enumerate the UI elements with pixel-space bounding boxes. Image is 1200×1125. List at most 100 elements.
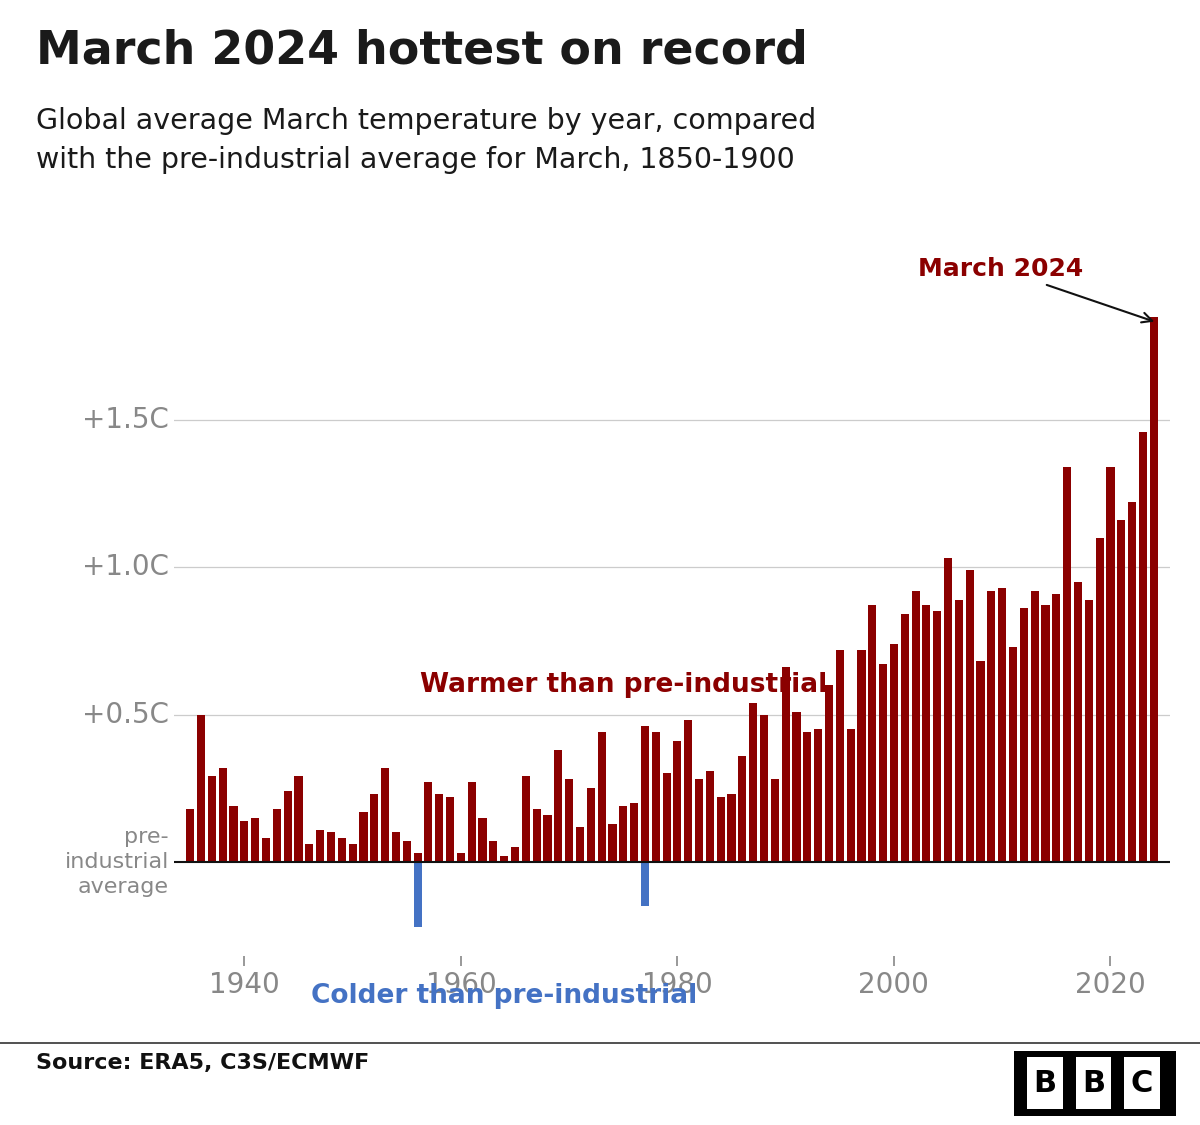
Bar (716, 798, 725, 862)
Bar (1052, 594, 1061, 862)
Text: March 2024 hottest on record: March 2024 hottest on record (36, 28, 808, 73)
Bar (457, 853, 464, 862)
Bar (186, 809, 194, 862)
Bar (966, 570, 973, 862)
Text: pre-
industrial
average: pre- industrial average (65, 827, 169, 897)
Text: +1.0C: +1.0C (82, 554, 169, 582)
Bar (262, 838, 270, 862)
Bar (305, 844, 313, 862)
Bar (673, 741, 682, 862)
Bar (1031, 591, 1039, 862)
Bar (814, 729, 822, 862)
Bar (869, 605, 876, 862)
Bar (880, 665, 887, 862)
Bar (923, 605, 930, 862)
Bar (846, 729, 854, 862)
Bar (1139, 432, 1147, 862)
Bar (641, 862, 649, 906)
Bar (208, 776, 216, 862)
Bar (490, 842, 498, 862)
Text: +0.5C: +0.5C (82, 701, 169, 729)
Bar (1150, 316, 1158, 862)
Bar (608, 824, 617, 862)
Bar (425, 782, 432, 862)
Bar (294, 776, 302, 862)
Bar (760, 714, 768, 862)
Bar (392, 832, 400, 862)
Bar (554, 750, 563, 862)
Bar (1042, 605, 1050, 862)
Bar (436, 794, 443, 862)
Text: B: B (1082, 1069, 1105, 1098)
Bar (944, 558, 952, 862)
Bar (641, 727, 649, 862)
Bar (511, 847, 520, 862)
Bar (955, 600, 962, 862)
Text: Global average March temperature by year, compared
with the pre-industrial avera: Global average March temperature by year… (36, 107, 816, 174)
Text: C: C (1130, 1069, 1153, 1098)
Bar (240, 820, 248, 862)
Bar (988, 591, 996, 862)
FancyBboxPatch shape (1124, 1058, 1159, 1109)
Bar (857, 650, 865, 862)
Bar (414, 862, 421, 927)
Bar (1074, 582, 1082, 862)
Bar (229, 806, 238, 862)
Bar (934, 611, 941, 862)
Bar (824, 685, 833, 862)
Bar (662, 774, 671, 862)
Bar (1085, 600, 1093, 862)
Bar (619, 806, 628, 862)
Bar (1106, 467, 1115, 862)
Bar (890, 644, 898, 862)
Bar (522, 776, 530, 862)
Bar (1128, 503, 1136, 862)
Bar (544, 814, 552, 862)
Bar (403, 842, 410, 862)
Bar (576, 827, 584, 862)
Bar (587, 789, 595, 862)
FancyBboxPatch shape (1027, 1058, 1063, 1109)
Bar (598, 732, 606, 862)
Text: Colder than pre-industrial: Colder than pre-industrial (311, 982, 697, 1009)
Bar (479, 818, 487, 862)
Bar (446, 798, 454, 862)
Bar (684, 720, 692, 862)
Bar (359, 812, 367, 862)
Bar (218, 767, 227, 862)
Bar (803, 732, 811, 862)
Bar (770, 780, 779, 862)
Bar (326, 832, 335, 862)
Bar (197, 714, 205, 862)
FancyBboxPatch shape (1075, 1058, 1111, 1109)
Bar (348, 844, 356, 862)
Bar (1063, 467, 1072, 862)
Bar (835, 650, 844, 862)
Bar (912, 591, 919, 862)
Bar (749, 703, 757, 862)
Bar (1096, 538, 1104, 862)
Bar (792, 712, 800, 862)
Bar (1009, 647, 1018, 862)
Bar (272, 809, 281, 862)
Bar (998, 587, 1007, 862)
Bar (283, 791, 292, 862)
Bar (1117, 520, 1126, 862)
Bar (414, 853, 421, 862)
Bar (630, 803, 638, 862)
Text: March 2024: March 2024 (918, 258, 1152, 323)
Text: Warmer than pre-industrial: Warmer than pre-industrial (420, 672, 827, 699)
Bar (1020, 609, 1028, 862)
Bar (316, 829, 324, 862)
Bar (533, 809, 541, 862)
Bar (738, 756, 746, 862)
Bar (706, 771, 714, 862)
Bar (251, 818, 259, 862)
Bar (977, 662, 985, 862)
Text: B: B (1033, 1069, 1056, 1098)
Bar (565, 780, 574, 862)
Bar (781, 667, 790, 862)
Bar (337, 838, 346, 862)
Bar (652, 732, 660, 862)
Bar (727, 794, 736, 862)
